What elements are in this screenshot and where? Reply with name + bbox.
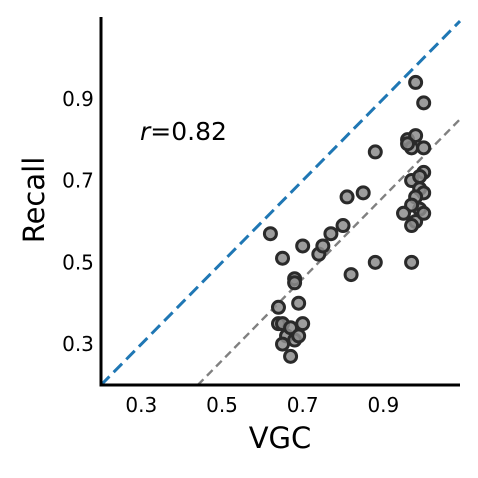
data-point [412,168,428,184]
data-point [367,144,383,160]
correlation-value: =0.82 [150,117,227,146]
data-point [270,299,286,315]
x-tick-labels: 0.3 0.5 0.7 0.9 [125,393,399,417]
data-point [404,254,420,270]
data-point [291,328,307,344]
data-point [323,226,339,242]
data-point [404,218,420,234]
data-point [355,185,371,201]
data-point [275,336,291,352]
data-point [416,95,432,111]
reference-lines [99,20,462,387]
data-point [416,205,432,221]
y-tick-label: 0.7 [62,169,94,193]
data-point [287,275,303,291]
data-point [367,254,383,270]
data-point [400,136,416,152]
x-tick-label: 0.9 [367,393,399,417]
x-tick-label: 0.7 [287,393,319,417]
data-point [295,316,311,332]
fit-reference-line [196,118,461,386]
identity-reference-line [99,20,462,387]
data-point [416,140,432,156]
y-tick-label: 0.5 [62,250,94,274]
x-axis-label: VGC [249,421,312,455]
x-tick-label: 0.5 [206,393,238,417]
correlation-annotation: r=0.82 [140,117,227,146]
correlation-symbol: r [140,117,152,146]
data-points [262,74,432,364]
data-point [262,226,278,242]
y-axis-label: Recall [17,157,51,244]
data-point [291,295,307,311]
data-point [408,74,424,90]
y-tick-labels: 0.3 0.5 0.7 0.9 [62,87,94,356]
data-point [335,218,351,234]
y-tick-label: 0.3 [62,332,94,356]
data-point [339,189,355,205]
data-point [283,348,299,364]
data-point [343,267,359,283]
x-tick-label: 0.3 [125,393,157,417]
data-point [315,238,331,254]
data-point [295,238,311,254]
y-tick-label: 0.9 [62,87,94,111]
data-point [396,205,412,221]
data-point [275,250,291,266]
